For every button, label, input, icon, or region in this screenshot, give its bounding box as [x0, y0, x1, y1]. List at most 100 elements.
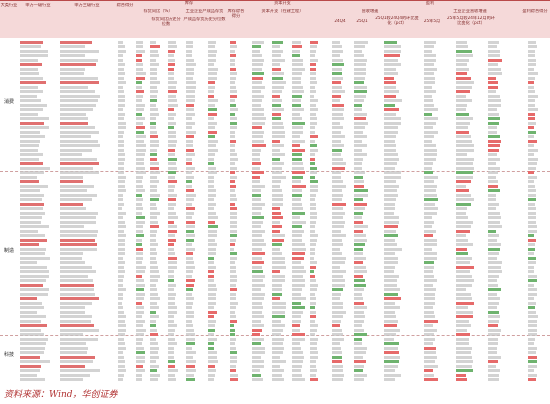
- table-cell: [168, 90, 178, 93]
- table-cell: [528, 261, 537, 264]
- table-cell: [168, 193, 178, 197]
- table-cell: [310, 45, 317, 48]
- table-cell: [354, 306, 368, 309]
- table-cell: [136, 333, 144, 336]
- table-cell: [168, 157, 178, 161]
- table-cell: [384, 351, 400, 354]
- table-row: [0, 130, 550, 134]
- table-cell: [354, 346, 368, 350]
- table-cell: [384, 364, 399, 368]
- table-cell: [20, 261, 37, 264]
- table-cell: [150, 90, 158, 93]
- table-cell: [118, 40, 123, 44]
- table-cell: [424, 301, 435, 305]
- table-cell: [20, 94, 37, 98]
- table-cell: [168, 342, 177, 345]
- table-cell: [208, 337, 218, 341]
- table-cell: [168, 229, 177, 233]
- table-cell: [528, 198, 537, 201]
- table-cell: [292, 333, 306, 336]
- table-cell: [424, 63, 435, 66]
- table-cell: [230, 85, 237, 89]
- table-cell: [168, 198, 177, 201]
- table-cell: [292, 126, 303, 129]
- table-cell: [456, 378, 468, 381]
- table-cell: [424, 220, 434, 224]
- table-cell: [230, 130, 235, 134]
- table-cell: [310, 301, 317, 305]
- table-cell: [168, 67, 174, 71]
- table-cell: [230, 99, 236, 102]
- table-cell: [292, 193, 303, 197]
- table-cell: [20, 108, 44, 111]
- table-cell: [272, 364, 281, 368]
- table-cell: [332, 328, 342, 332]
- table-cell: [332, 211, 345, 215]
- table-cell: [208, 292, 216, 296]
- table-cell: [186, 252, 194, 255]
- table-cell: [456, 130, 470, 134]
- table-cell: [168, 103, 178, 107]
- table-cell: [168, 40, 177, 44]
- table-cell: [118, 103, 126, 107]
- table-cell: [118, 94, 125, 98]
- table-cell: [272, 63, 280, 66]
- table-cell: [20, 355, 40, 359]
- table-row: [0, 198, 550, 202]
- table-cell: [384, 198, 396, 201]
- table-cell: [208, 211, 217, 215]
- table-cell: [136, 328, 146, 332]
- table-cell: [252, 243, 266, 246]
- table-cell: [456, 144, 474, 147]
- table-cell: [488, 198, 496, 201]
- header-capex-label: 资本开支（在建工程）: [261, 9, 304, 13]
- table-cell: [354, 90, 367, 93]
- table-cell: [528, 90, 535, 93]
- table-cell: [384, 252, 396, 255]
- table-row: [0, 319, 550, 323]
- table-cell: [424, 54, 437, 57]
- table-cell: [528, 189, 536, 192]
- table-cell: [292, 58, 303, 62]
- table-cell: [168, 319, 175, 323]
- table-cell: [384, 45, 401, 48]
- table-cell: [354, 211, 363, 215]
- table-cell: [60, 378, 84, 381]
- table-cell: [20, 90, 43, 93]
- table-cell: [252, 63, 264, 66]
- table-cell: [310, 337, 318, 341]
- table-cell: [488, 252, 500, 255]
- table-cell: [150, 198, 160, 201]
- table-cell: [168, 337, 176, 341]
- table-cell: [424, 351, 436, 354]
- table-cell: [208, 175, 214, 179]
- table-cell: [310, 184, 318, 188]
- table-cell: [354, 148, 362, 152]
- table-cell: [20, 360, 50, 363]
- table-cell: [60, 292, 95, 296]
- table-cell: [332, 234, 346, 237]
- table-cell: [424, 144, 437, 147]
- table-cell: [332, 40, 341, 44]
- table-cell: [230, 310, 235, 314]
- table-cell: [456, 351, 472, 354]
- table-cell: [272, 270, 280, 273]
- table-cell: [230, 166, 238, 170]
- table-cell: [186, 270, 193, 273]
- table-cell: [292, 108, 305, 111]
- table-cell: [424, 229, 436, 233]
- table-cell: [136, 198, 143, 201]
- table-cell: [272, 90, 283, 93]
- table-cell: [528, 315, 538, 318]
- table-cell: [186, 126, 192, 129]
- table-cell: [136, 378, 143, 381]
- table-cell: [168, 117, 174, 120]
- table-cell: [384, 297, 402, 300]
- table-cell: [252, 292, 265, 296]
- table-cell: [168, 283, 176, 287]
- table-cell: [230, 324, 235, 327]
- table-cell: [456, 171, 473, 174]
- table-cell: [384, 103, 395, 107]
- table-cell: [310, 40, 318, 44]
- table-cell: [332, 274, 343, 278]
